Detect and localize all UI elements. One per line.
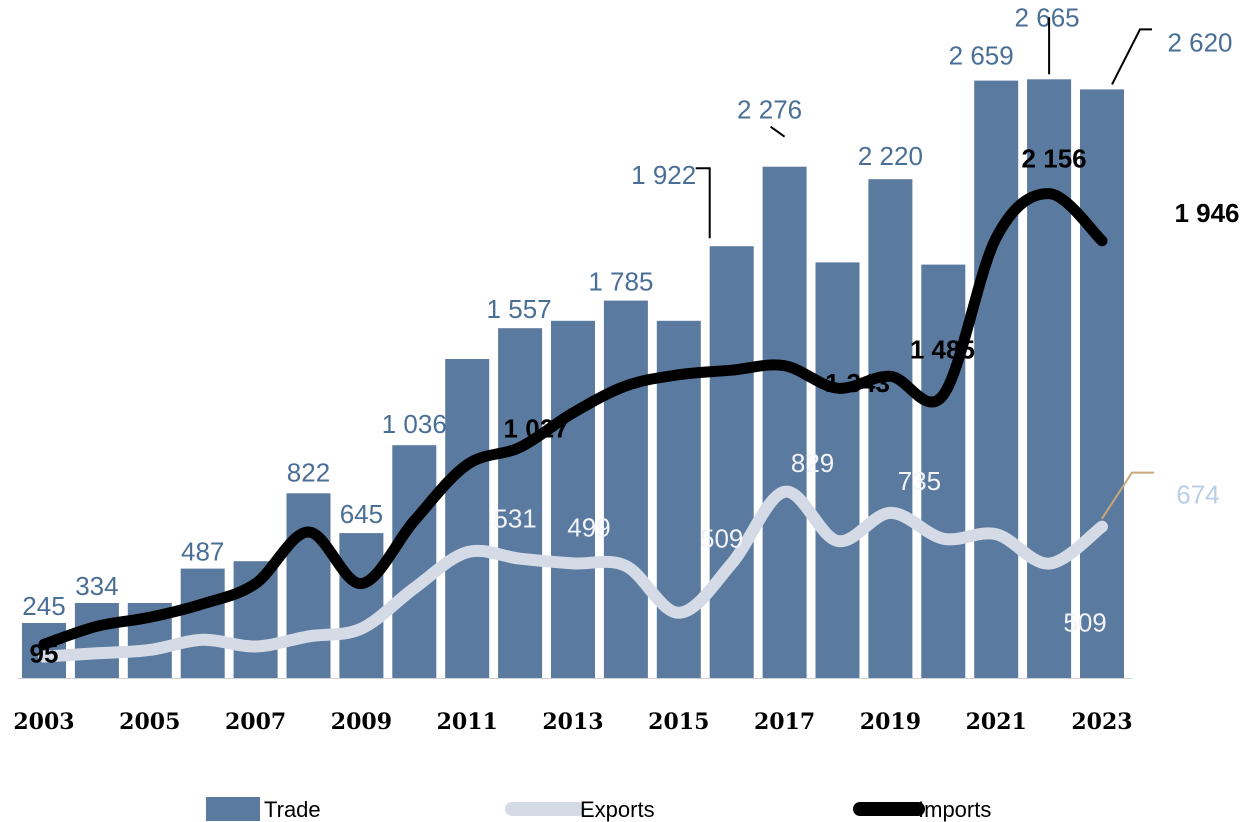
trade-data-label-2023: 2 620 (1167, 27, 1232, 57)
trade-data-label-2019: 2 220 (858, 141, 923, 171)
trade-data-label-2008: 822 (287, 457, 330, 487)
trade-bar-2016 (709, 246, 754, 678)
x-tick-2017: 2017 (754, 709, 815, 735)
exports-data-label-2019: 735 (898, 466, 941, 496)
trade-data-label-2003: 245 (22, 591, 65, 621)
legend-trade-swatch (206, 797, 260, 821)
imports-data-label-2019: 1 485 (910, 334, 975, 364)
exports-line (38, 485, 1108, 663)
imports-data-label-2022: 2 156 (1022, 144, 1087, 174)
exports-data-label-2013: 499 (567, 512, 610, 542)
trade-data-label-2006: 487 (181, 537, 224, 567)
trade-data-label-2010: 1 036 (382, 409, 447, 439)
trade-bar-2023 (1080, 89, 1124, 678)
x-tick-2019: 2019 (860, 709, 921, 735)
legend-trade-label: Trade (264, 797, 321, 822)
trade-data-label-2009: 645 (340, 499, 383, 529)
trade-bars (22, 79, 1124, 679)
trade-bar-2013 (551, 320, 595, 678)
trade-bar-2020 (921, 264, 966, 678)
trade-leader-line-2016 (695, 167, 711, 239)
trade-data-label-2017: 2 276 (737, 95, 802, 125)
trade-data-label-2016: 1 922 (631, 160, 696, 190)
trade-data-label-2021: 2 659 (949, 41, 1014, 71)
trade-bar-2010 (392, 445, 437, 678)
x-tick-2011: 2011 (437, 709, 498, 735)
trade-bar-2017 (762, 166, 807, 678)
data-labels: 245 334 487 822 645 1 036 1 557 1 785 1 922 2 276… (22, 2, 1239, 668)
imports-data-label-2012: 1 027 (504, 413, 569, 443)
trade-bar-2022 (1027, 79, 1072, 679)
imports-line (38, 188, 1108, 650)
trade-bar-2009 (339, 533, 384, 678)
legend-imports-label: Imports (918, 797, 991, 822)
trade-bar-2018 (815, 262, 860, 678)
trade-bar-2021 (974, 80, 1019, 679)
trade-leader-line-2017 (770, 125, 786, 138)
x-tick-2015: 2015 (648, 709, 709, 735)
imports-data-label-2023: 1 946 (1174, 198, 1239, 228)
trade-bar-2004 (74, 603, 119, 678)
x-tick-2009: 2009 (331, 709, 392, 735)
trade-bar-2014 (603, 300, 648, 678)
x-tick-2013: 2013 (542, 709, 603, 735)
trade-data-label-2022: 2 665 (1015, 2, 1080, 32)
imports-data-label-2003: 95 (30, 638, 59, 668)
trade-bar-2008 (286, 493, 331, 678)
imports-line-layer (38, 188, 1108, 650)
exports-data-label-2016: 509 (700, 524, 743, 554)
x-tick-2007: 2007 (225, 709, 286, 735)
trade-bar-2019 (868, 179, 913, 678)
trade-data-label-2012: 1 557 (487, 294, 552, 324)
x-tick-2023: 2023 (1071, 709, 1132, 735)
trade-bar-2012 (498, 328, 543, 678)
legend: Trade Exports Imports (206, 797, 991, 822)
trade-data-label-2004: 334 (75, 571, 118, 601)
exports-data-label-2022: 509 (1063, 608, 1106, 638)
x-tick-2003: 2003 (13, 709, 74, 735)
exports-data-label-2023: 674 (1176, 480, 1219, 510)
x-tick-2005: 2005 (119, 709, 180, 735)
x-tick-2021: 2021 (966, 709, 1027, 735)
trade-bar-2006 (180, 568, 225, 678)
exports-leader-line-2023 (1101, 471, 1154, 520)
trade-data-label-2014: 1 785 (588, 267, 653, 297)
x-axis: 2003 2005 2007 2009 2011 2013 2015 2017 2019 2021… (13, 678, 1133, 735)
exports-data-label-2012: 531 (493, 504, 536, 534)
exports-data-label-2017: 829 (791, 448, 834, 478)
trade-leader-line-2023 (1111, 28, 1152, 85)
legend-exports-label: Exports (580, 797, 655, 822)
trade-bar-2011 (445, 359, 490, 678)
exports-line-layer (38, 485, 1108, 663)
imports-data-label-2018: 1 343 (825, 368, 890, 398)
